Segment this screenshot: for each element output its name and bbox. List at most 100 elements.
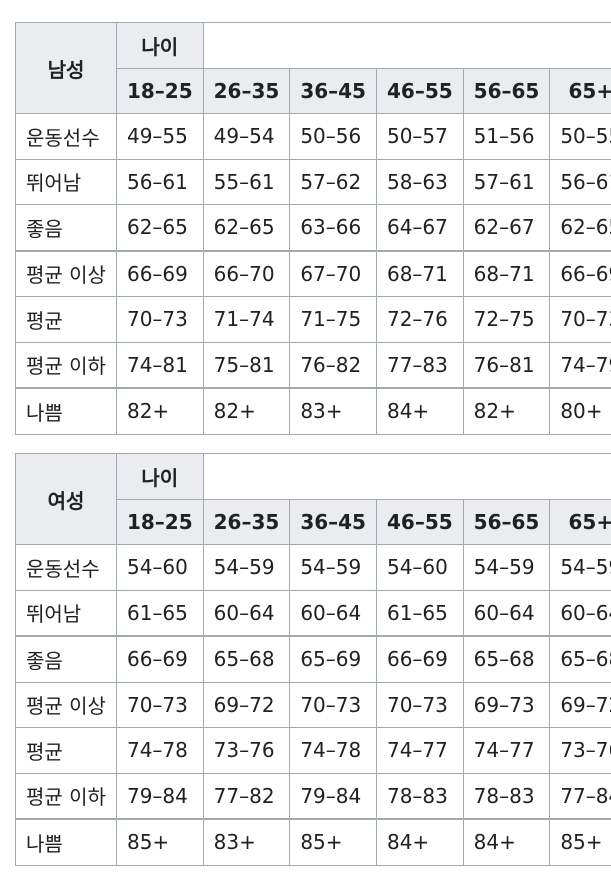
table-cell: 82+ <box>202 387 291 435</box>
gender-header: 여성 <box>15 453 117 545</box>
heart-rate-table-female: 여성 나이 18–25 26–35 36–45 46–55 56–65 65+ … <box>15 453 611 866</box>
table-cell: 60–64 <box>202 589 291 637</box>
age-group-header: 65+ <box>549 498 611 545</box>
table-cell: 78–83 <box>375 772 464 820</box>
table-cell: 50–55 <box>549 113 611 160</box>
table-cell: 66–70 <box>202 249 291 297</box>
table-row: 평균 이하 79–84 77–82 79–84 78–83 78–83 77–8… <box>15 772 611 820</box>
row-label: 좋음 <box>15 635 117 683</box>
table-cell: 66–69 <box>115 249 204 297</box>
table-cell: 83+ <box>202 818 291 866</box>
age-header: 나이 <box>115 453 204 500</box>
table-cell: 74–79 <box>549 341 611 389</box>
table-row: 좋음 66–69 65–68 65–69 66–69 65–68 65–68 <box>15 635 611 683</box>
table-cell: 61–65 <box>375 589 464 637</box>
table-cell: 50–56 <box>289 113 377 160</box>
table-row: 나쁨 85+ 83+ 85+ 84+ 84+ 85+ <box>15 818 611 866</box>
table-cell: 70–73 <box>115 681 204 728</box>
table-row: 좋음 62–65 62–65 63–66 64–67 62–67 62–65 <box>15 204 611 251</box>
age-header: 나이 <box>115 22 204 69</box>
table-cell: 73–76 <box>549 727 611 774</box>
row-label: 좋음 <box>15 204 117 251</box>
table-row: 운동선수 49–55 49–54 50–56 50–57 51–56 50–55 <box>15 113 611 160</box>
table-cell: 84+ <box>375 387 464 435</box>
table-row: 운동선수 54–60 54–59 54–59 54–60 54–59 54–59 <box>15 544 611 591</box>
age-group-header: 36–45 <box>289 67 377 114</box>
row-label: 평균 이하 <box>15 772 117 820</box>
table-cell: 69–73 <box>462 681 551 728</box>
table-cell: 72–75 <box>462 296 551 343</box>
table-cell: 64–67 <box>375 204 464 251</box>
table-cell: 70–73 <box>289 681 377 728</box>
table-cell: 71–74 <box>202 296 291 343</box>
table-cell: 85+ <box>549 818 611 866</box>
row-label: 운동선수 <box>15 113 117 160</box>
age-group-header: 18–25 <box>115 498 204 545</box>
table-cell: 84+ <box>375 818 464 866</box>
table-row: 평균 이하 74–81 75–81 76–82 77–83 76–81 74–7… <box>15 341 611 389</box>
table-cell: 75–81 <box>202 341 291 389</box>
table-cell: 54–60 <box>115 544 204 591</box>
table-cell: 60–64 <box>549 589 611 637</box>
row-label: 뛰어남 <box>15 158 117 205</box>
table-cell: 51–56 <box>462 113 551 160</box>
table-cell: 83+ <box>289 387 377 435</box>
table-cell: 68–71 <box>375 249 464 297</box>
table-cell: 76–82 <box>289 341 377 389</box>
row-label: 평균 <box>15 296 117 343</box>
row-label: 평균 이상 <box>15 249 117 297</box>
age-group-header: 56–65 <box>462 498 551 545</box>
table-cell: 57–61 <box>462 158 551 205</box>
table-cell: 74–81 <box>115 341 204 389</box>
table-cell: 74–77 <box>375 727 464 774</box>
table-cell: 82+ <box>115 387 204 435</box>
table-cell: 73–76 <box>202 727 291 774</box>
table-cell: 60–64 <box>462 589 551 637</box>
table-cell: 69–72 <box>549 681 611 728</box>
header-blank <box>202 453 611 499</box>
table-cell: 82+ <box>462 387 551 435</box>
table-cell: 68–71 <box>462 249 551 297</box>
table-cell: 79–84 <box>115 772 204 820</box>
table-cell: 85+ <box>289 818 377 866</box>
table-cell: 70–73 <box>375 681 464 728</box>
table-cell: 60–64 <box>289 589 377 637</box>
table-cell: 85+ <box>115 818 204 866</box>
row-label: 뛰어남 <box>15 589 117 637</box>
table-cell: 63–66 <box>289 204 377 251</box>
row-label: 평균 <box>15 727 117 774</box>
row-label: 운동선수 <box>15 544 117 591</box>
table-cell: 79–84 <box>289 772 377 820</box>
table-cell: 54–59 <box>549 544 611 591</box>
gender-header: 남성 <box>15 22 117 114</box>
age-group-header: 26–35 <box>202 498 291 545</box>
table-cell: 62–67 <box>462 204 551 251</box>
table-cell: 77–82 <box>202 772 291 820</box>
table-cell: 65–68 <box>202 635 291 683</box>
table-cell: 55–61 <box>202 158 291 205</box>
table-cell: 74–78 <box>289 727 377 774</box>
table-cell: 49–54 <box>202 113 291 160</box>
table-cell: 49–55 <box>115 113 204 160</box>
table-cell: 77–84 <box>549 772 611 820</box>
table-cell: 66–69 <box>549 249 611 297</box>
table-cell: 62–65 <box>202 204 291 251</box>
table-row: 평균 70–73 71–74 71–75 72–76 72–75 70–73 <box>15 296 611 343</box>
table-cell: 54–59 <box>202 544 291 591</box>
age-group-row: 18–25 26–35 36–45 46–55 56–65 65+ <box>16 498 611 545</box>
age-group-row: 18–25 26–35 36–45 46–55 56–65 65+ <box>16 67 611 114</box>
age-group-header: 65+ <box>549 67 611 114</box>
row-label: 나쁨 <box>15 387 117 435</box>
table-cell: 61–65 <box>115 589 204 637</box>
table-cell: 58–63 <box>375 158 464 205</box>
age-group-header: 46–55 <box>375 498 464 545</box>
table-cell: 80+ <box>549 387 611 435</box>
row-label: 나쁨 <box>15 818 117 866</box>
table-cell: 57–62 <box>289 158 377 205</box>
age-group-header: 36–45 <box>289 498 377 545</box>
table-cell: 54–59 <box>289 544 377 591</box>
table-cell: 74–77 <box>462 727 551 774</box>
age-group-header: 18–25 <box>115 67 204 114</box>
table-cell: 84+ <box>462 818 551 866</box>
table-row: 평균 74–78 73–76 74–78 74–77 74–77 73–76 <box>15 727 611 774</box>
